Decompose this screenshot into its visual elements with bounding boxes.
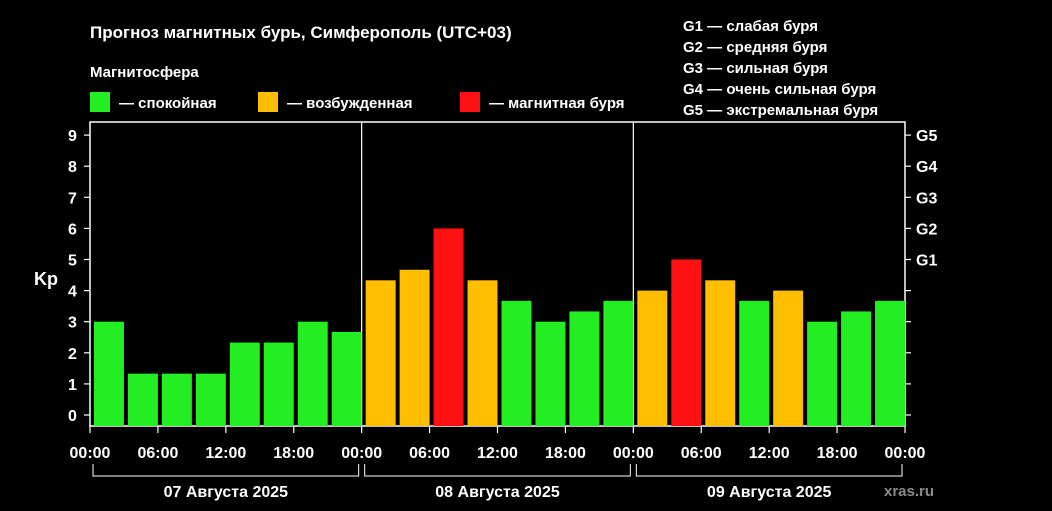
kp-bar bbox=[94, 321, 124, 426]
y-tick-label: 6 bbox=[68, 221, 77, 238]
kp-bar bbox=[739, 300, 770, 426]
kp-bar bbox=[671, 259, 702, 426]
g-scale-g2: G2 — средняя буря bbox=[683, 39, 827, 56]
x-tick-label: 18:00 bbox=[817, 445, 858, 462]
y-tick-label: 9 bbox=[68, 128, 77, 145]
legend-heading: Магнитосфера bbox=[90, 64, 199, 81]
legend-label-storm: — магнитная буря bbox=[489, 95, 625, 112]
plot-area: 0 1 2 3 4 5 6 7 8 9 G1 G2 G3 G4 G5 00:00 06:00 12:00 18:00… bbox=[68, 121, 937, 501]
x-tick-label: 18:00 bbox=[273, 445, 314, 462]
day-bracket bbox=[635, 464, 903, 477]
y-tick-label: 4 bbox=[68, 284, 77, 301]
g-level-label: G5 bbox=[916, 128, 937, 145]
kp-bar bbox=[637, 290, 668, 426]
legend-swatch-quiet bbox=[90, 92, 110, 112]
g-level-label: G3 bbox=[916, 190, 937, 207]
kp-bar bbox=[841, 311, 872, 426]
kp-bar bbox=[399, 269, 430, 426]
kp-bar bbox=[807, 321, 838, 426]
x-tick-label: 18:00 bbox=[545, 445, 586, 462]
kp-bar bbox=[433, 228, 464, 426]
day-bracket bbox=[92, 464, 360, 477]
g-level-label: G1 bbox=[916, 253, 937, 270]
g-scale-g3: G3 — сильная буря bbox=[683, 60, 828, 77]
day-label: 09 Августа 2025 bbox=[707, 484, 832, 501]
x-tick-label: 06:00 bbox=[409, 445, 450, 462]
y-tick-label: 3 bbox=[68, 315, 77, 332]
legend-swatch-active bbox=[258, 92, 278, 112]
g-scale-g5: G5 — экстремальная буря bbox=[683, 102, 878, 119]
day-label: 07 Августа 2025 bbox=[164, 484, 289, 501]
kp-bar bbox=[229, 342, 260, 426]
g-scale-legend: G1 — слабая буря G2 — средняя буря G3 — … bbox=[683, 18, 878, 119]
kp-bar bbox=[161, 373, 192, 426]
kp-bar bbox=[467, 280, 498, 426]
x-tick-label: 12:00 bbox=[205, 445, 246, 462]
kp-bar bbox=[875, 300, 905, 426]
y-tick-label: 1 bbox=[68, 377, 77, 394]
legend: — спокойная — возбужденная — магнитная б… bbox=[90, 92, 625, 112]
legend-label-quiet: — спокойная bbox=[119, 95, 217, 112]
legend-label-active: — возбужденная bbox=[287, 95, 413, 112]
x-tick-label: 00:00 bbox=[613, 445, 654, 462]
day-label: 08 Августа 2025 bbox=[435, 484, 560, 501]
x-tick-label: 00:00 bbox=[885, 445, 926, 462]
kp-bar bbox=[603, 300, 634, 426]
x-tick-label: 00:00 bbox=[70, 445, 111, 462]
g-level-label: G2 bbox=[916, 221, 937, 238]
kp-bar bbox=[331, 331, 362, 426]
kp-bar bbox=[127, 373, 158, 426]
y-axis-label: Kp bbox=[34, 269, 58, 289]
x-tick-label: 06:00 bbox=[137, 445, 178, 462]
watermark: xras.ru bbox=[884, 483, 934, 500]
x-tick-label: 12:00 bbox=[749, 445, 790, 462]
kp-bar bbox=[297, 321, 328, 426]
y-tick-label: 8 bbox=[68, 159, 77, 176]
x-tick-label: 12:00 bbox=[477, 445, 518, 462]
y-tick-label: 2 bbox=[68, 346, 77, 363]
legend-swatch-storm bbox=[460, 92, 480, 112]
kp-bar bbox=[195, 373, 226, 426]
g-scale-g1: G1 — слабая буря bbox=[683, 18, 818, 35]
y-tick-label: 7 bbox=[68, 190, 77, 207]
kp-bar bbox=[263, 342, 294, 426]
kp-bar bbox=[535, 321, 566, 426]
kp-bar bbox=[365, 280, 396, 426]
kp-bar bbox=[501, 300, 532, 426]
y-tick-label: 0 bbox=[68, 408, 77, 425]
x-tick-label: 00:00 bbox=[341, 445, 382, 462]
day-bracket bbox=[364, 464, 631, 477]
kp-bar bbox=[705, 280, 736, 426]
chart-title: Прогноз магнитных бурь, Симферополь (UTC… bbox=[90, 23, 512, 42]
x-tick-label: 06:00 bbox=[681, 445, 722, 462]
g-level-label: G4 bbox=[916, 159, 937, 176]
y-tick-label: 5 bbox=[68, 253, 77, 270]
g-scale-g4: G4 — очень сильная буря bbox=[683, 81, 876, 98]
kp-bar bbox=[569, 311, 600, 426]
kp-bar bbox=[773, 290, 804, 426]
